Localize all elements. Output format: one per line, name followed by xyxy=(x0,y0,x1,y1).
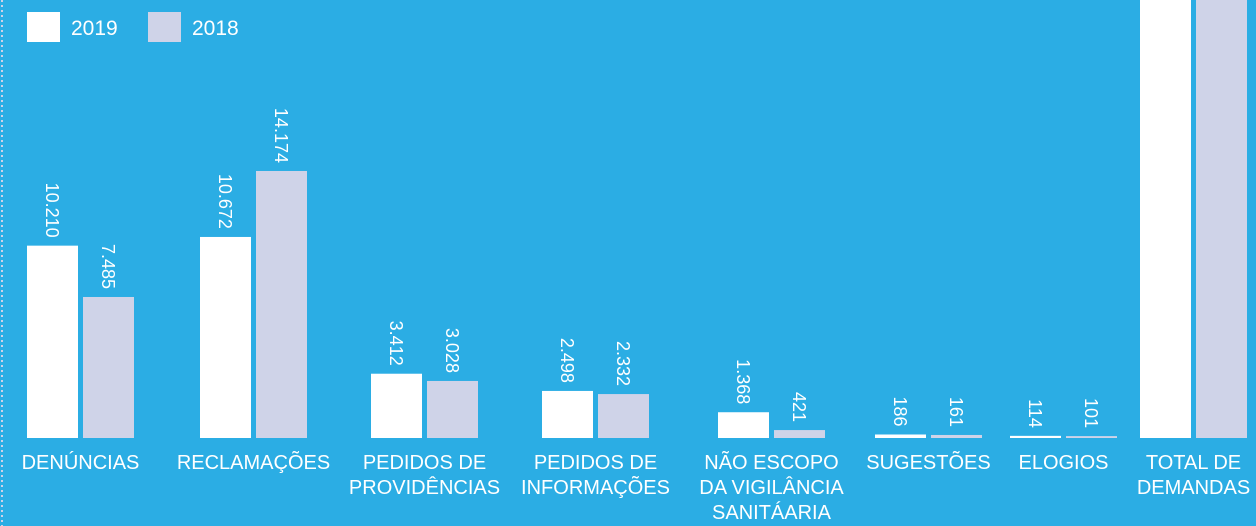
value-label: 14.174 xyxy=(271,108,291,163)
value-label: 3.028 xyxy=(442,328,462,373)
x-tick-label: DA VIGILÂNCIA xyxy=(699,476,844,499)
bar xyxy=(1196,0,1247,438)
x-tick-label: INFORMAÇÕES xyxy=(521,475,670,499)
value-label: 114 xyxy=(1025,399,1045,428)
bar xyxy=(1140,0,1191,438)
x-tick-label: ELOGIOS xyxy=(1018,452,1108,474)
bar xyxy=(427,380,478,438)
x-tick-label: NÃO ESCOPO xyxy=(704,450,838,474)
value-label: 3.412 xyxy=(386,321,406,366)
value-label: 161 xyxy=(946,397,966,427)
bar xyxy=(200,236,251,438)
value-label: 186 xyxy=(890,396,910,426)
value-label: 7.485 xyxy=(98,244,118,289)
x-tick-label: TOTAL DE xyxy=(1146,452,1241,474)
x-tick-label: PEDIDOS DE xyxy=(363,452,486,474)
bar xyxy=(931,434,982,438)
x-tick-label: SANITÁARIA xyxy=(712,501,832,524)
bar xyxy=(1010,435,1061,438)
bar xyxy=(256,170,307,438)
legend-swatch xyxy=(27,12,60,42)
legend-swatch xyxy=(148,12,181,42)
value-label: 2.332 xyxy=(613,341,633,386)
bar xyxy=(718,412,769,438)
bar xyxy=(542,390,593,438)
bar xyxy=(1066,436,1117,438)
x-tick-label: RECLAMAÇÕES xyxy=(177,450,330,474)
bar xyxy=(83,296,134,438)
bar xyxy=(875,434,926,438)
value-label: 2.498 xyxy=(557,338,577,383)
value-label: 10.672 xyxy=(215,174,235,229)
value-label: 1.368 xyxy=(733,359,753,404)
x-tick-label: PROVIDÊNCIAS xyxy=(349,476,500,499)
bar xyxy=(774,430,825,438)
value-label: 101 xyxy=(1081,398,1101,428)
x-tick-label: SUGESTÕES xyxy=(866,450,990,474)
bar xyxy=(598,394,649,438)
x-tick-label: PEDIDOS DE xyxy=(534,452,657,474)
legend-label: 2019 xyxy=(71,17,118,40)
x-tick-label: DEMANDAS xyxy=(1137,477,1250,499)
bar xyxy=(371,373,422,438)
legend-label: 2018 xyxy=(192,17,239,40)
value-label: 10.210 xyxy=(42,183,62,238)
value-label: 421 xyxy=(789,392,809,422)
x-tick-label: DENÚNCIAS xyxy=(22,451,140,474)
bar xyxy=(27,245,78,438)
